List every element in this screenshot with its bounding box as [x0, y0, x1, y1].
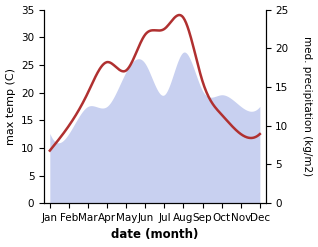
X-axis label: date (month): date (month) — [111, 228, 198, 242]
Y-axis label: max temp (C): max temp (C) — [5, 68, 16, 145]
Y-axis label: med. precipitation (kg/m2): med. precipitation (kg/m2) — [302, 36, 313, 176]
